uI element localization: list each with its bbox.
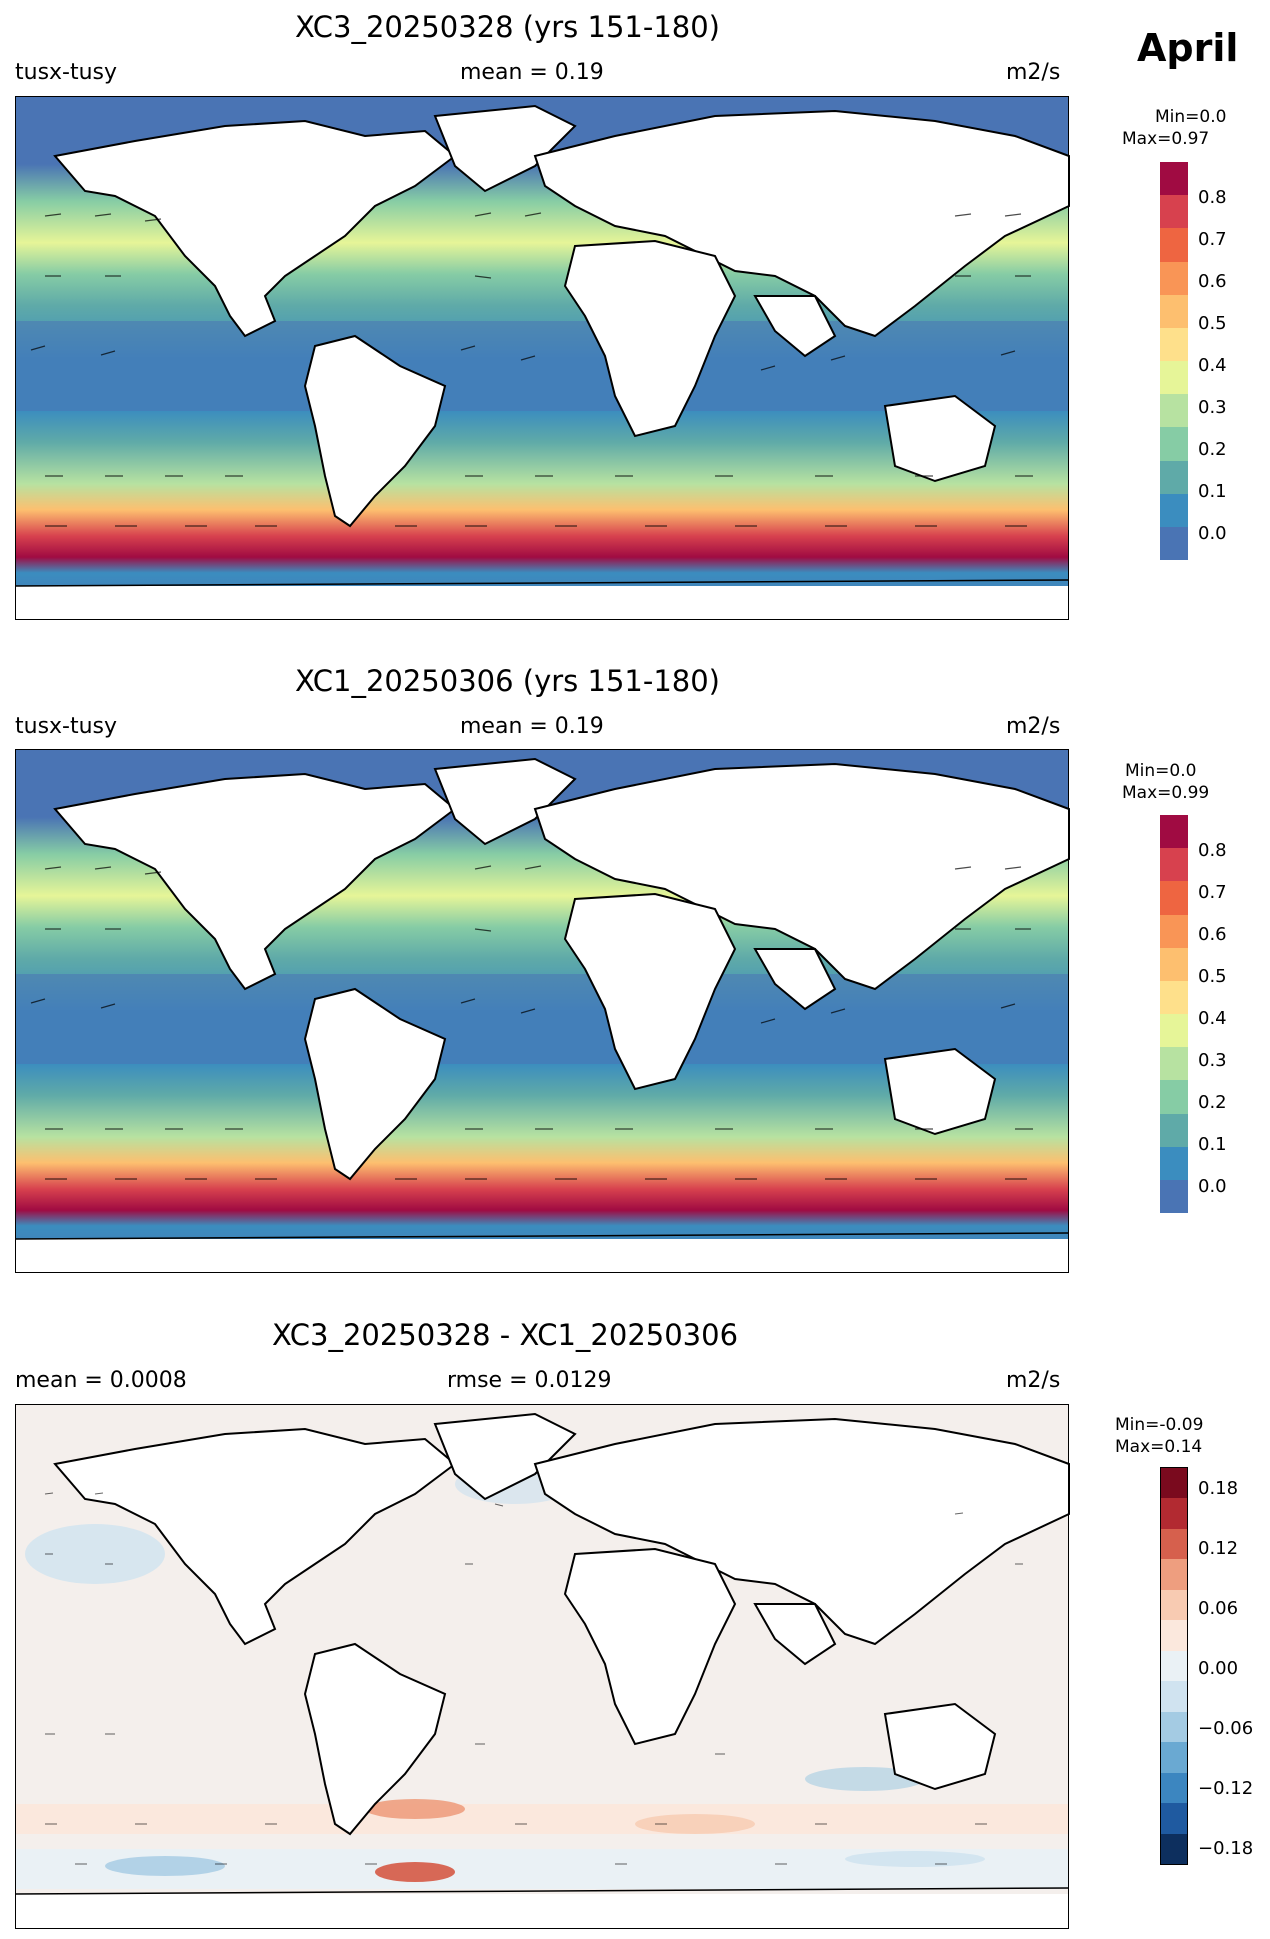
panel-2-colorbar-max: Max=0.99 [1122, 783, 1210, 803]
colorbar-swatch [1160, 1080, 1188, 1114]
panel-2-title: XC1_20250306 (yrs 151-180) [295, 664, 720, 698]
panel-2-variable-label: tusx-tusy [15, 714, 118, 739]
panel-1-tick-label: 0.7 [1198, 229, 1227, 250]
colorbar-swatch [1161, 1589, 1187, 1621]
colorbar-swatch [1161, 1681, 1187, 1713]
panel-3-colorbar-ticks: 0.18 0.12 0.06 0.00 −0.06 −0.12 −0.18 [1198, 1467, 1268, 1865]
panel-2-tick-label: 0.4 [1198, 1008, 1227, 1029]
panel-2-tick-label: 0.3 [1198, 1050, 1227, 1071]
panel-3-title: XC3_20250328 - XC1_20250306 [272, 1318, 739, 1352]
panel-3-tick-label: −0.18 [1198, 1838, 1254, 1859]
panel-3-colorbar-fill [1161, 1468, 1187, 1865]
colorbar-swatch [1161, 1711, 1187, 1743]
colorbar-swatch [1160, 1047, 1188, 1081]
colorbar-swatch [1160, 493, 1188, 528]
panel-2-tick-label: 0.8 [1198, 840, 1227, 861]
colorbar-swatch [1161, 1803, 1187, 1835]
panel-1-title: XC3_20250328 (yrs 151-180) [295, 10, 720, 44]
panel-2-tick-label: 0.1 [1198, 1134, 1227, 1155]
colorbar-swatch [1160, 162, 1188, 196]
panel-3-mean-label: mean = 0.0008 [15, 1368, 187, 1393]
colorbar-swatch [1160, 947, 1188, 982]
panel-2-tick-label: 0.5 [1198, 966, 1227, 987]
panel-3-tick-label: 0.00 [1198, 1658, 1239, 1679]
colorbar-swatch [1161, 1772, 1187, 1804]
panel-1-colorbar-fill [1160, 162, 1188, 561]
panel-2-colorbar-fill [1160, 815, 1188, 1214]
panel-2-tick-label: 0.6 [1198, 924, 1227, 945]
panel-1-variable-label: tusx-tusy [15, 60, 118, 85]
colorbar-swatch [1160, 1179, 1188, 1214]
colorbar-swatch [1160, 1014, 1188, 1048]
panel-3-rmse-label: rmse = 0.0129 [447, 1368, 612, 1393]
panel-2-colorbar-min: Min=0.0 [1125, 761, 1197, 781]
colorbar-swatch [1160, 815, 1188, 849]
colorbar-swatch [1160, 881, 1188, 915]
colorbar-swatch [1160, 1113, 1188, 1148]
colorbar-swatch [1160, 228, 1188, 262]
panel-1-colorbar-min: Min=0.0 [1155, 107, 1227, 127]
colorbar-swatch [1160, 261, 1188, 296]
colorbar-swatch [1160, 848, 1188, 882]
panel-1-mean-label: mean = 0.19 [460, 60, 604, 85]
colorbar-swatch [1160, 914, 1188, 949]
panel-3-colorbar-min: Min=-0.09 [1115, 1415, 1204, 1435]
panel-3-map-frame [15, 1404, 1069, 1929]
month-label: April [1137, 26, 1239, 70]
panel-1-tick-label: 0.6 [1198, 271, 1227, 292]
colorbar-swatch [1160, 327, 1188, 362]
panel-1-colorbar-ticks: 0.8 0.7 0.6 0.5 0.4 0.3 0.2 0.1 0.0 [1198, 176, 1258, 546]
panel-3-units-label: m2/s [1006, 1368, 1061, 1393]
panel-1-tick-label: 0.5 [1198, 313, 1227, 334]
panel-2-tick-label: 0.7 [1198, 882, 1227, 903]
colorbar-swatch [1160, 980, 1188, 1015]
panel-1-tick-label: 0.2 [1198, 439, 1227, 460]
colorbar-swatch [1161, 1742, 1187, 1774]
panel-2-colorbar [1160, 815, 1188, 1214]
panel-1-tick-label: 0.1 [1198, 481, 1227, 502]
panel-3-tick-label: 0.18 [1198, 1478, 1239, 1499]
panel-3-colorbar [1160, 1467, 1188, 1865]
colorbar-swatch [1161, 1528, 1187, 1560]
panel-1-colorbar-max: Max=0.97 [1122, 129, 1210, 149]
panel-1-tick-label: 0.0 [1198, 523, 1227, 544]
colorbar-swatch [1161, 1833, 1187, 1865]
panel-3-tick-label: −0.06 [1198, 1718, 1254, 1739]
panel-2-tick-label: 0.0 [1198, 1176, 1227, 1197]
colorbar-swatch [1160, 427, 1188, 461]
colorbar-swatch [1160, 394, 1188, 428]
panel-2-map-frame [15, 749, 1069, 1273]
colorbar-swatch [1161, 1650, 1187, 1682]
colorbar-swatch [1160, 294, 1188, 329]
panel-1-tick-label: 0.8 [1198, 187, 1227, 208]
panel-3-colorbar-max: Max=0.14 [1115, 1437, 1203, 1457]
colorbar-swatch [1160, 195, 1188, 229]
panel-2-units-label: m2/s [1006, 714, 1061, 739]
colorbar-swatch [1161, 1559, 1187, 1591]
colorbar-swatch [1161, 1498, 1187, 1530]
colorbar-swatch [1161, 1620, 1187, 1652]
colorbar-swatch [1160, 460, 1188, 495]
panel-3-tick-label: 0.06 [1198, 1598, 1239, 1619]
panel-1-map-frame [15, 96, 1069, 620]
colorbar-swatch [1160, 361, 1188, 395]
colorbar-swatch [1160, 526, 1188, 561]
panel-1-units-label: m2/s [1006, 60, 1061, 85]
panel-2-colorbar-ticks: 0.8 0.7 0.6 0.5 0.4 0.3 0.2 0.1 0.0 [1198, 829, 1258, 1199]
panel-1-colorbar [1160, 162, 1188, 561]
panel-1-tick-label: 0.3 [1198, 397, 1227, 418]
panel-2-mean-label: mean = 0.19 [460, 714, 604, 739]
panel-2-tick-label: 0.2 [1198, 1092, 1227, 1113]
colorbar-swatch [1160, 1146, 1188, 1181]
panel-1-tick-label: 0.4 [1198, 355, 1227, 376]
panel-3-tick-label: −0.12 [1198, 1778, 1254, 1799]
colorbar-swatch [1161, 1468, 1187, 1499]
panel-3-tick-label: 0.12 [1198, 1538, 1239, 1559]
